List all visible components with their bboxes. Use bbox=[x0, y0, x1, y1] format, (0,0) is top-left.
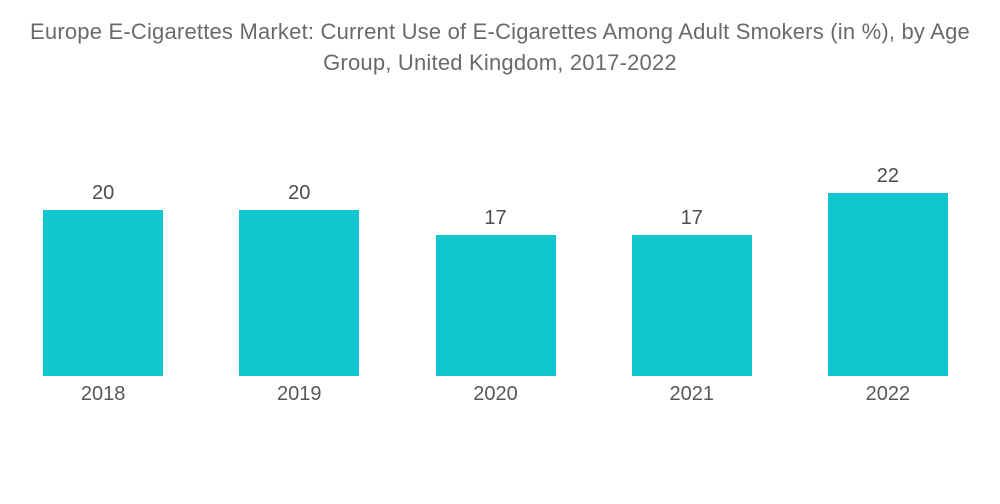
bar-value-label: 22 bbox=[876, 165, 900, 187]
bar-column: 20 bbox=[5, 0, 201, 376]
x-axis-tick-label: 2022 bbox=[865, 383, 911, 405]
bar-column: 17 bbox=[594, 0, 790, 376]
bar bbox=[631, 235, 752, 376]
bar-column: 20 bbox=[201, 0, 397, 376]
bar bbox=[827, 193, 948, 376]
bar-column: 22 bbox=[790, 0, 986, 376]
bar-column: 17 bbox=[397, 0, 593, 376]
x-axis-tick-label: 2021 bbox=[669, 383, 714, 405]
x-axis-labels: 2018 2019 2020 2021 2022 bbox=[5, 383, 986, 406]
x-axis-tick-label: 2019 bbox=[277, 383, 322, 405]
bar-value-label: 20 bbox=[91, 182, 115, 204]
bar-value-label: 20 bbox=[288, 182, 311, 204]
x-axis-tick-label: 2018 bbox=[80, 383, 126, 405]
plot-area: 20 20 17 17 22 bbox=[5, 0, 986, 376]
chart-title: Europe E-Cigarettes Market: Current Use … bbox=[30, 19, 970, 75]
bar-value-label: 17 bbox=[484, 207, 507, 229]
bar bbox=[435, 235, 556, 376]
bar bbox=[43, 210, 164, 376]
bar bbox=[239, 210, 360, 376]
bar-value-label: 17 bbox=[680, 207, 703, 229]
x-axis-tick-label: 2020 bbox=[473, 383, 518, 405]
